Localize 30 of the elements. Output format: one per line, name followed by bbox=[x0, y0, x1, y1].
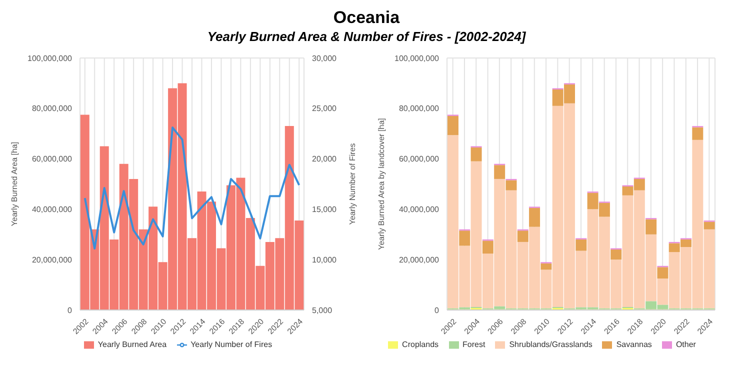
text: Oceania bbox=[332, 8, 401, 28]
y-tick-label: 60,000,000 bbox=[398, 154, 440, 164]
y2-tick-label: 25,000 bbox=[312, 104, 338, 114]
legend-label: Yearly Burned Area bbox=[98, 340, 167, 350]
y-tick-label: 40,000,000 bbox=[398, 205, 440, 214]
y-tick-label: 20,000,000 bbox=[32, 255, 73, 264]
legend-label: Shrublands/Grasslands bbox=[509, 340, 592, 350]
y-axis-title: Yearly Burned Area by landcover [ha] bbox=[376, 118, 386, 250]
y-tick-label: 60,000,000 bbox=[32, 154, 73, 164]
y-tick-label: 40,000,000 bbox=[32, 205, 73, 214]
legend-label: Forest bbox=[462, 340, 486, 350]
y-tick-label: 80,000,000 bbox=[32, 104, 73, 114]
text: Yearly Burned Area & Number of Fires - [2002-2024] bbox=[206, 28, 527, 46]
y-tick-label: 80,000,000 bbox=[398, 104, 440, 114]
y2-tick-label: 10,000 bbox=[312, 255, 338, 264]
y-tick-label: 100,000,000 bbox=[394, 54, 440, 63]
y-tick-label: 20,000,000 bbox=[398, 255, 440, 264]
y-tick-label: 100,000,000 bbox=[28, 54, 73, 63]
legend-label: Yearly Number of Fires bbox=[190, 340, 272, 350]
legend-label: Other bbox=[676, 340, 696, 350]
y2-tick-label: 20,000 bbox=[312, 154, 338, 164]
legend-label: Croplands bbox=[402, 340, 439, 350]
y2-axis-title: Yearly Number of Fires bbox=[348, 143, 357, 225]
y-tick-label: 0 bbox=[68, 306, 73, 315]
legend-label: Savannas bbox=[616, 340, 652, 350]
y-tick-label: 0 bbox=[434, 306, 440, 315]
y2-tick-label: 5,000 bbox=[312, 306, 333, 315]
y2-tick-label: 15,000 bbox=[312, 205, 338, 214]
y2-tick-label: 30,000 bbox=[312, 54, 338, 63]
y-axis-title: Yearly Burned Area [ha] bbox=[10, 142, 19, 226]
